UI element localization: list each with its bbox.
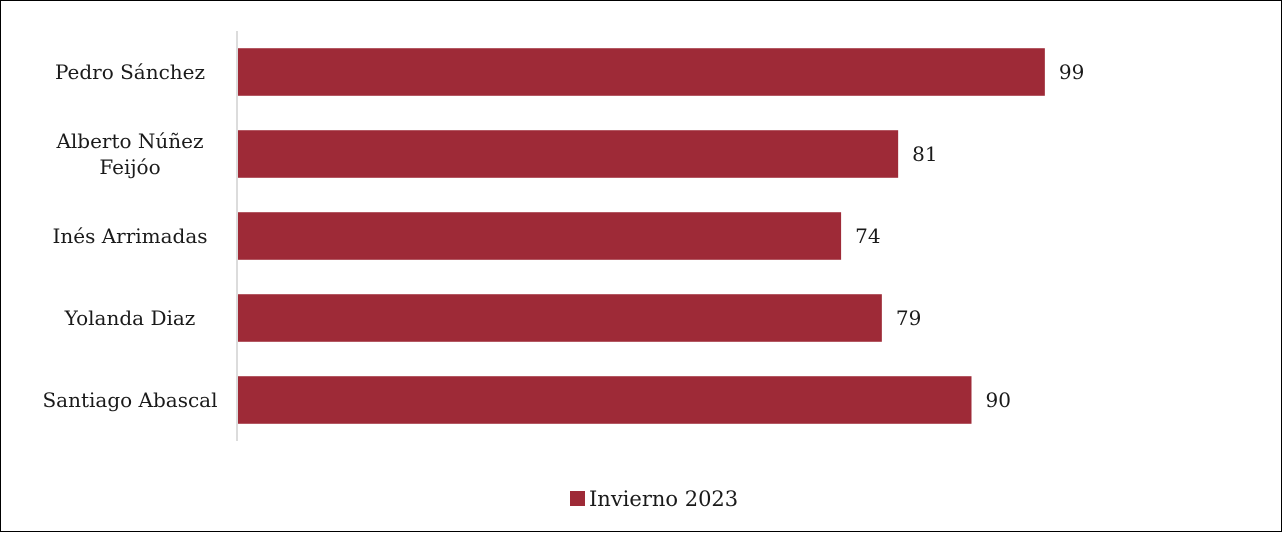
bar (238, 376, 972, 424)
category-tick-label: Santiago Abascal (42, 388, 217, 412)
legend-label: Invierno 2023 (589, 487, 738, 511)
bar-value-label: 74 (855, 224, 880, 248)
category-tick-label: Inés Arrimadas (52, 224, 207, 248)
legend-swatch (570, 491, 585, 506)
bar (238, 294, 882, 342)
category-tick-label: Pedro Sánchez (55, 60, 205, 84)
bar-value-label: 90 (986, 388, 1011, 412)
category-tick-label: Alberto Núñez (55, 129, 203, 153)
bar (238, 48, 1045, 96)
bar (238, 130, 899, 178)
bar-value-label: 79 (896, 306, 921, 330)
category-tick-label: Yolanda Diaz (64, 306, 196, 330)
bar (238, 212, 842, 260)
category-tick-label: Feijóo (99, 155, 160, 179)
bar-value-label: 99 (1059, 60, 1084, 84)
bar-value-label: 81 (912, 142, 937, 166)
